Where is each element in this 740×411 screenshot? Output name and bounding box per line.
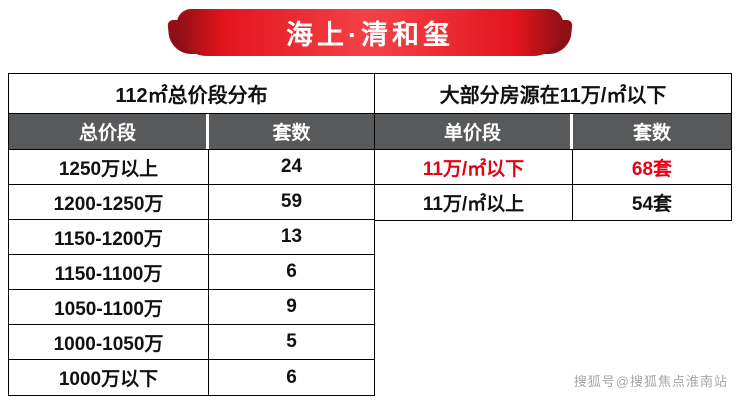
price-range-cell: 1250万以上	[9, 150, 209, 184]
total-price-table-header: 总价段 套数	[9, 114, 374, 150]
unit-count-cell: 6	[286, 366, 297, 388]
unit-price-table-title: 大部分房源在11万/㎡以下	[375, 74, 731, 114]
table-row: 1200-1250万 59	[9, 185, 374, 220]
price-range-cell: 1150-1100万	[9, 255, 209, 289]
unit-count-cell: 6	[286, 261, 297, 282]
table-row: 1000-1050万 5	[9, 325, 374, 360]
column-header-unit-price-range: 单价段	[375, 114, 573, 149]
unit-price-table: 大部分房源在11万/㎡以下 单价段 套数 11万/㎡以下 68套 11万/㎡以上…	[375, 73, 732, 221]
column-header-price-range: 总价段	[9, 114, 209, 149]
column-header-unit-count: 套数	[209, 114, 374, 149]
price-range-cell: 1000万以下	[9, 360, 209, 395]
watermark-text: 搜狐号@搜狐焦点淮南站	[573, 374, 728, 389]
unit-price-range-cell: 11万/㎡以上	[375, 185, 573, 220]
column-header-unit-count: 套数	[573, 114, 731, 149]
total-price-table: 112㎡总价段分布 总价段 套数 1250万以上 24 1200-1250万 5…	[8, 73, 375, 396]
table-row: 1150-1200万 13	[9, 220, 374, 255]
price-range-cell: 1000-1050万	[9, 325, 209, 359]
unit-count-cell: 54套	[631, 194, 673, 215]
price-range-cell: 1050-1100万	[9, 290, 209, 324]
unit-price-table-header: 单价段 套数	[375, 114, 731, 150]
table-row-highlighted: 11万/㎡以下 68套	[375, 150, 731, 185]
unit-count-cell: 9	[286, 296, 297, 317]
unit-price-section: 大部分房源在11万/㎡以下 单价段 套数 11万/㎡以下 68套 11万/㎡以上…	[375, 73, 732, 396]
price-range-cell: 1150-1200万	[9, 220, 209, 254]
unit-count-cell: 68套	[631, 158, 673, 180]
price-range-cell: 1200-1250万	[9, 185, 209, 219]
title-ribbon: 海上·清和玺	[177, 9, 563, 56]
unit-count-cell: 24	[280, 156, 303, 177]
table-row: 1250万以上 24	[9, 150, 374, 185]
total-price-table-title: 112㎡总价段分布	[9, 74, 374, 114]
empty-area: 搜狐号@搜狐焦点淮南站	[375, 221, 732, 396]
table-row: 11万/㎡以上 54套	[375, 185, 731, 220]
table-row: 1000万以下 6	[9, 360, 374, 395]
unit-count-cell: 13	[280, 226, 303, 247]
unit-count-cell: 59	[280, 191, 303, 212]
tables-container: 112㎡总价段分布 总价段 套数 1250万以上 24 1200-1250万 5…	[8, 73, 732, 396]
page-title: 海上·清和玺	[286, 20, 454, 50]
table-row: 1050-1100万 9	[9, 290, 374, 325]
unit-price-range-cell: 11万/㎡以下	[375, 150, 573, 184]
table-row: 1150-1100万 6	[9, 255, 374, 290]
unit-count-cell: 5	[286, 331, 297, 352]
